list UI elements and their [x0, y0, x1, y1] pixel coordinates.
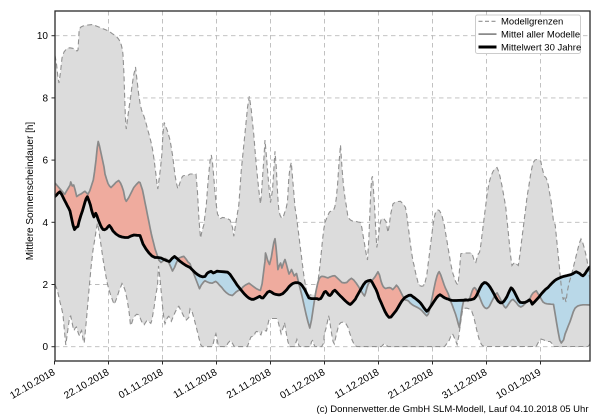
svg-text:0: 0 [42, 342, 48, 353]
svg-text:Mittelwert 30 Jahre: Mittelwert 30 Jahre [501, 42, 581, 53]
svg-text:Mittel aller Modelle: Mittel aller Modelle [501, 29, 580, 40]
svg-text:(c) Donnerwetter.de GmbH SLM-M: (c) Donnerwetter.de GmbH SLM-Modell, Lau… [317, 404, 589, 415]
svg-text:6: 6 [42, 156, 48, 167]
svg-text:10: 10 [37, 31, 49, 42]
svg-text:Mittlere Sonnenscheindauer [h]: Mittlere Sonnenscheindauer [h] [25, 122, 36, 261]
svg-text:4: 4 [42, 218, 48, 229]
svg-text:Modellgrenzen: Modellgrenzen [501, 17, 563, 28]
svg-text:8: 8 [42, 93, 48, 104]
svg-text:2: 2 [42, 280, 48, 291]
